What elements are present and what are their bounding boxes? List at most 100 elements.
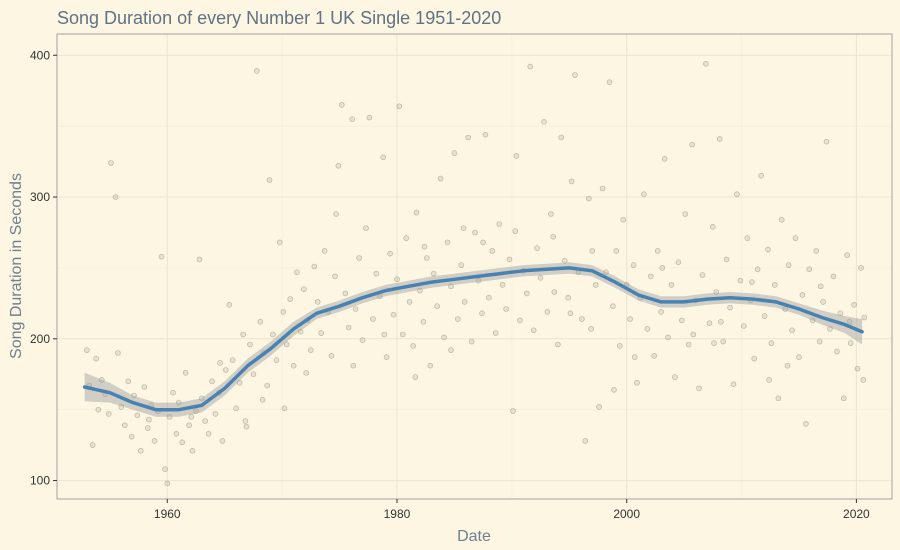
data-point <box>823 138 830 145</box>
data-point <box>548 211 554 217</box>
data-point <box>294 269 300 276</box>
data-point <box>406 299 413 305</box>
data-point <box>718 318 724 325</box>
data-point <box>273 357 280 363</box>
data-point <box>342 290 349 297</box>
data-point <box>318 330 325 336</box>
trend-line <box>82 266 864 412</box>
data-point <box>658 309 664 315</box>
data-point <box>727 304 733 311</box>
data-point <box>301 286 307 293</box>
data-point <box>226 301 233 308</box>
data-point <box>89 442 96 448</box>
data-point <box>654 248 661 254</box>
data-point <box>513 153 520 159</box>
data-point <box>396 103 403 110</box>
data-point <box>523 290 530 297</box>
data-point <box>541 119 547 125</box>
data-point <box>730 381 737 388</box>
data-point <box>423 255 430 261</box>
data-point <box>599 185 606 192</box>
data-point <box>352 306 359 312</box>
data-point <box>766 377 772 383</box>
data-point <box>303 369 310 376</box>
data-point <box>427 362 434 369</box>
data-point <box>328 352 335 359</box>
data-point <box>820 299 826 305</box>
data-point <box>338 102 345 108</box>
data-point <box>193 408 199 414</box>
x-axis-title: Date <box>457 528 491 545</box>
data-point <box>813 248 820 254</box>
data-point <box>761 313 768 319</box>
x-axis: 1960 1980 2000 2020 <box>154 499 870 521</box>
data-point <box>720 338 727 345</box>
data-point <box>93 355 99 362</box>
data-point <box>209 378 215 385</box>
data-point <box>651 352 658 359</box>
data-point <box>765 246 771 253</box>
data-point <box>175 399 182 406</box>
data-point <box>441 334 447 341</box>
data-point <box>242 418 249 424</box>
data-point <box>151 438 158 444</box>
data-point <box>465 134 472 141</box>
data-point <box>112 194 119 200</box>
data-point <box>264 382 271 389</box>
data-point <box>280 309 287 315</box>
data-point <box>668 282 675 288</box>
data-point <box>332 273 338 280</box>
y-tick-label: 300 <box>30 190 50 204</box>
data-point <box>196 256 203 263</box>
x-tick-label: 1980 <box>384 507 411 521</box>
data-point <box>430 270 437 277</box>
data-point <box>233 405 239 412</box>
y-tick-label: 100 <box>30 474 50 488</box>
data-point <box>108 160 114 166</box>
y-tick-label: 200 <box>30 332 50 346</box>
data-point <box>105 411 112 417</box>
data-point <box>572 72 578 78</box>
data-point <box>851 301 857 308</box>
data-point <box>512 228 519 234</box>
data-point <box>809 317 816 324</box>
data-point <box>606 79 613 85</box>
data-point <box>173 430 180 437</box>
data-point <box>287 296 294 302</box>
data-point <box>179 439 185 446</box>
data-point <box>146 416 152 423</box>
data-point <box>510 408 516 414</box>
data-point <box>837 310 844 317</box>
data-point <box>496 221 503 227</box>
data-point <box>219 438 226 444</box>
data-point <box>84 347 90 353</box>
data-point <box>709 224 716 230</box>
data-point <box>350 362 357 369</box>
data-point <box>834 348 840 355</box>
data-point <box>134 412 141 419</box>
data-point <box>858 265 864 271</box>
data-point <box>785 262 792 268</box>
data-point <box>118 404 125 410</box>
data-point <box>579 316 585 322</box>
data-point <box>675 259 682 266</box>
data-point <box>128 433 135 440</box>
data-point <box>737 277 744 284</box>
data-point <box>144 425 151 431</box>
data-point <box>799 292 806 298</box>
data-point <box>740 323 747 329</box>
data-point <box>592 282 599 288</box>
data-point <box>778 216 785 223</box>
data-point <box>830 273 837 280</box>
data-point <box>166 413 173 420</box>
data-point <box>202 418 208 424</box>
plot-panel <box>57 34 892 499</box>
data-point <box>412 374 419 380</box>
data-point <box>771 282 778 288</box>
data-point <box>276 239 283 246</box>
data-point <box>448 347 454 353</box>
data-point <box>370 316 376 322</box>
y-axis: 100 200 300 400 <box>30 48 57 488</box>
data-point <box>827 326 833 332</box>
data-point <box>311 263 318 270</box>
